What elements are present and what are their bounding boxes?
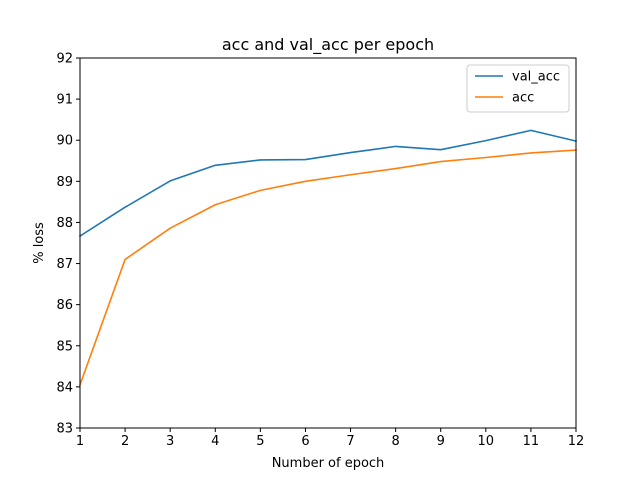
x-tick-label: 8 [391,434,399,449]
x-axis: 1 2 3 4 5 6 7 8 9 10 11 12 [76,428,584,449]
x-tick-label: 3 [166,434,174,449]
x-tick-label: 9 [437,434,445,449]
y-tick-label: 86 [56,298,73,313]
axes-frame [79,57,577,429]
x-tick-label: 11 [523,434,540,449]
series-line-val-acc [78,129,577,238]
x-tick-label: 2 [121,434,129,449]
series-layer [78,129,577,386]
x-tick-label: 6 [301,434,309,449]
y-tick-label: 85 [56,339,73,354]
y-axis-label: % loss [32,222,47,264]
x-axis-label: Number of epoch [272,456,385,471]
x-tick-label: 5 [256,434,264,449]
x-tick-label: 12 [568,434,585,449]
x-tick-label: 10 [478,434,495,449]
y-tick-label: 91 [56,93,73,108]
plot-area [78,57,577,429]
x-tick-label: 7 [346,434,354,449]
chart-title: acc and val_acc per epoch [222,35,434,55]
y-tick-label: 92 [56,52,73,67]
y-tick-label: 84 [56,380,73,395]
y-tick-label: 88 [56,216,73,231]
series-line-acc [78,149,577,386]
y-axis: 83 84 85 86 87 88 89 90 91 92 [56,52,80,437]
y-tick-label: 87 [56,257,73,272]
y-tick-label: 89 [56,175,73,190]
x-tick-label: 4 [211,434,219,449]
legend-label-val-acc: val_acc [512,70,560,85]
x-tick-label: 1 [76,434,84,449]
y-tick-label: 83 [56,422,73,437]
y-tick-label: 90 [56,134,73,149]
legend-label-acc: acc [512,91,534,106]
